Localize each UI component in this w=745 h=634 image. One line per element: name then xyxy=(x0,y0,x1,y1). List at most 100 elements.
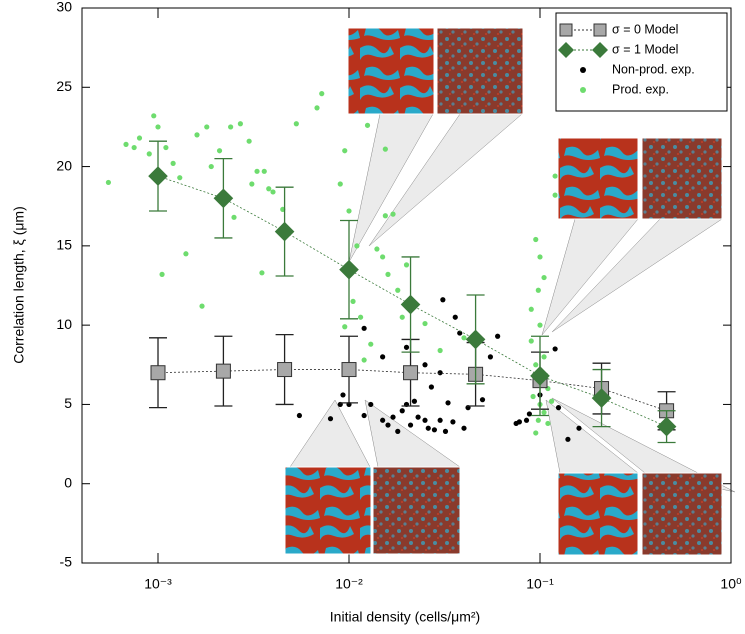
data-point xyxy=(399,408,405,414)
data-point xyxy=(399,314,405,320)
inset-image xyxy=(372,466,461,555)
legend-marker xyxy=(559,23,573,37)
data-point xyxy=(552,346,558,352)
data-point xyxy=(437,347,443,354)
legend-marker xyxy=(580,87,586,93)
y-tick-label: 15 xyxy=(56,237,72,253)
data-point xyxy=(523,417,530,423)
data-point xyxy=(535,287,541,293)
x-axis-label: Initial density (cells/μm²) xyxy=(330,609,480,625)
data-point xyxy=(163,144,169,151)
data-point xyxy=(533,362,539,368)
data-point xyxy=(170,160,176,166)
inset-image xyxy=(284,466,372,555)
data-point xyxy=(548,398,555,404)
data-point xyxy=(555,405,562,411)
diamond-marker xyxy=(274,221,295,242)
data-point xyxy=(270,189,276,195)
diamond-marker xyxy=(530,366,550,386)
data-point xyxy=(390,211,396,217)
diamond-marker xyxy=(465,329,486,350)
diamond-marker xyxy=(656,416,677,437)
data-point xyxy=(364,122,371,128)
diamond-marker xyxy=(400,294,421,315)
data-point xyxy=(431,427,438,433)
legend-label: σ = 1 Model xyxy=(612,42,678,56)
square-marker xyxy=(150,365,166,381)
data-point xyxy=(346,208,352,214)
data-point xyxy=(361,357,367,363)
data-point xyxy=(131,144,137,151)
x-tick-label: 10⁻¹ xyxy=(526,576,554,592)
data-point xyxy=(319,91,325,97)
data-point xyxy=(136,135,143,141)
insets xyxy=(284,27,723,556)
data-point xyxy=(105,179,112,186)
inset-image xyxy=(557,472,639,556)
legend-label: Prod. exp. xyxy=(612,82,669,96)
data-point xyxy=(411,398,418,404)
data-point xyxy=(340,392,346,398)
data-point xyxy=(461,335,467,341)
data-point xyxy=(445,400,451,406)
data-point xyxy=(403,344,410,350)
data-point xyxy=(204,124,210,130)
data-point xyxy=(216,148,223,154)
data-point xyxy=(565,436,571,442)
data-point xyxy=(266,186,272,192)
data-point xyxy=(231,214,237,220)
legend: σ = 0 Model σ = 1 Model Non-prod. exp. Prod… xyxy=(555,12,728,112)
legend-label: Non-prod. exp. xyxy=(612,62,695,76)
legend-marker xyxy=(558,42,574,58)
data-point xyxy=(415,414,421,420)
inset-image xyxy=(641,137,723,220)
x-tick-label: 10⁰ xyxy=(720,576,742,592)
diamond-marker xyxy=(591,388,612,408)
data-point xyxy=(422,362,428,368)
diamond-marker xyxy=(148,166,168,186)
data-point xyxy=(533,236,539,243)
data-point xyxy=(403,262,410,268)
data-point xyxy=(155,124,161,130)
data-point xyxy=(452,314,458,320)
data-point xyxy=(450,419,456,425)
square-marker xyxy=(215,363,231,379)
legend-marker xyxy=(593,23,607,37)
data-point xyxy=(361,412,367,419)
data-point xyxy=(385,422,391,428)
data-point xyxy=(422,417,428,423)
data-point xyxy=(528,338,534,344)
data-point xyxy=(537,322,543,328)
x-tick-label: 10⁻² xyxy=(335,576,363,592)
data-point xyxy=(342,324,348,330)
data-point xyxy=(249,181,255,187)
data-point xyxy=(535,417,541,423)
data-point xyxy=(246,138,252,144)
y-tick-label: 25 xyxy=(56,78,72,94)
data-point xyxy=(437,417,443,423)
data-point xyxy=(327,416,334,422)
data-point xyxy=(368,341,374,347)
y-tick-label: 5 xyxy=(64,395,72,411)
data-point xyxy=(526,411,532,417)
data-point xyxy=(374,246,380,252)
data-point xyxy=(380,354,386,360)
square-marker xyxy=(277,362,293,378)
data-point xyxy=(516,419,522,425)
data-point xyxy=(342,148,348,154)
y-tick-label: -5 xyxy=(60,554,73,570)
data-point xyxy=(541,354,547,360)
inset-image xyxy=(557,137,639,220)
legend-box xyxy=(555,12,728,112)
data-point xyxy=(422,320,428,327)
legend-marker xyxy=(580,67,586,73)
data-point xyxy=(254,168,260,174)
plot-frame xyxy=(81,7,732,564)
data-point xyxy=(407,422,414,428)
data-point xyxy=(530,393,536,400)
data-point xyxy=(390,414,396,420)
data-point xyxy=(428,384,434,390)
data-point xyxy=(395,287,401,293)
data-point xyxy=(395,428,401,434)
